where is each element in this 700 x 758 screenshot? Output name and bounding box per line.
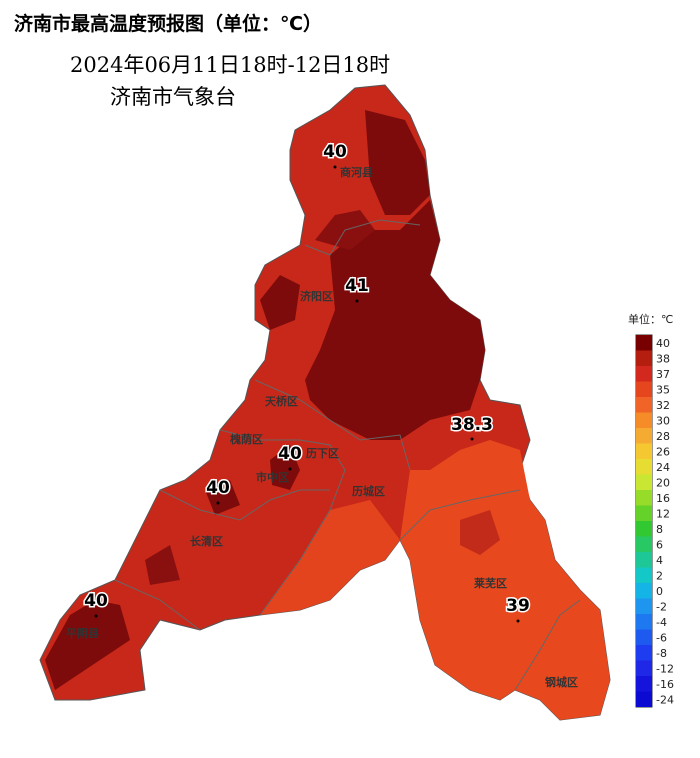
legend-swatch — [636, 583, 652, 599]
legend-label: 24 — [656, 461, 670, 474]
station-dot — [516, 619, 520, 623]
legend-swatch — [636, 691, 652, 707]
legend-swatch — [636, 645, 652, 661]
map-shapes — [39, 84, 611, 721]
legend-label: -6 — [656, 631, 667, 644]
legend-label: 37 — [656, 368, 670, 381]
legend-label: 12 — [656, 507, 670, 520]
temperature-value: 39 — [506, 596, 530, 616]
legend-swatch — [636, 552, 652, 568]
district-label: 市中区 — [256, 470, 289, 484]
legend-label: -4 — [656, 616, 667, 629]
temperature-value: 38.3 — [451, 415, 493, 435]
legend-swatch — [636, 366, 652, 382]
legend-label: 8 — [656, 523, 663, 536]
legend-swatch — [636, 521, 652, 537]
legend-label: 30 — [656, 414, 670, 427]
legend-label: 28 — [656, 430, 670, 443]
district-label: 天桥区 — [265, 394, 298, 408]
legend-swatch — [636, 397, 652, 413]
district-label: 莱芜区 — [474, 576, 507, 590]
legend-swatch — [636, 335, 652, 351]
legend-label: 26 — [656, 445, 670, 458]
legend-swatch — [636, 614, 652, 630]
station-dot — [216, 501, 220, 505]
legend-swatch — [636, 443, 652, 459]
legend-label: 6 — [656, 538, 663, 551]
temperature-value: 41 — [345, 276, 369, 296]
legend-label: 32 — [656, 399, 670, 412]
legend-swatch — [636, 536, 652, 552]
district-label: 钢城区 — [545, 675, 578, 689]
station-dot — [333, 165, 337, 169]
legend-label: 38 — [656, 352, 670, 365]
legend-title: 单位：℃ — [628, 312, 673, 326]
legend-swatch — [636, 412, 652, 428]
temperature-value: 40 — [84, 591, 108, 611]
legend-swatch — [636, 459, 652, 475]
station-dot — [470, 437, 474, 441]
legend-swatch — [636, 490, 652, 506]
district-label: 平阴县 — [66, 626, 99, 640]
legend-swatch — [636, 660, 652, 676]
district-label: 槐荫区 — [229, 432, 263, 446]
legend-swatch — [636, 381, 652, 397]
legend-swatch — [636, 598, 652, 614]
legend-label: 16 — [656, 492, 670, 505]
legend-label: 35 — [656, 383, 670, 396]
district-label: 历下区 — [306, 447, 339, 460]
district-label: 济阳区 — [300, 289, 333, 303]
legend-label: 20 — [656, 476, 670, 489]
legend-label: -24 — [656, 693, 674, 706]
legend-label: -16 — [656, 678, 674, 691]
legend-swatch — [636, 428, 652, 444]
legend-swatch — [636, 505, 652, 521]
legend-swatch — [636, 474, 652, 490]
source: 济南市气象台 — [110, 85, 236, 109]
temperature-value: 40 — [323, 142, 347, 162]
station-dot — [355, 299, 359, 303]
legend-swatch — [636, 676, 652, 692]
legend-label: -12 — [656, 662, 674, 675]
legend-swatch — [636, 629, 652, 645]
legend-label: 4 — [656, 554, 663, 567]
legend-label: -8 — [656, 647, 667, 660]
station-dot — [288, 467, 292, 471]
subtitle: 2024年06月11日18时-12日18时 — [70, 53, 390, 77]
station-dot — [94, 614, 98, 618]
legend-label: 0 — [656, 585, 663, 598]
district-label: 历城区 — [352, 484, 385, 498]
legend-swatch — [636, 567, 652, 583]
legend-swatch — [636, 350, 652, 366]
temperature-value: 40 — [206, 478, 230, 498]
district-label: 长清区 — [190, 534, 223, 548]
title: 济南市最高温度预报图（单位：℃） — [14, 12, 322, 35]
legend-label: -2 — [656, 600, 667, 613]
legend-label: 2 — [656, 569, 663, 582]
temperature-value: 40 — [278, 444, 302, 464]
district-label: 商河县 — [340, 165, 373, 179]
legend-label: 40 — [656, 337, 670, 350]
